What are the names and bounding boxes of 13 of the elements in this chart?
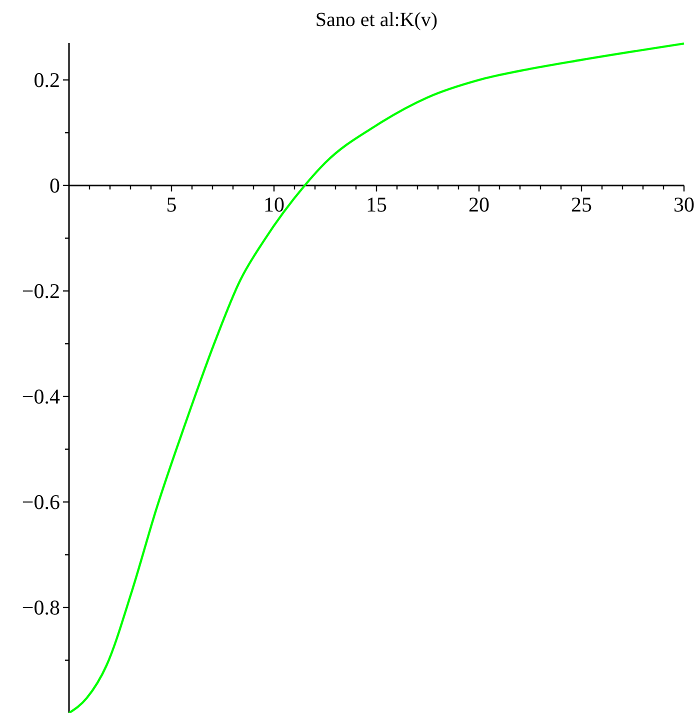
x-tick-label: 5: [166, 192, 177, 216]
y-tick-label: −0.8: [22, 595, 60, 620]
x-tick-label: 30: [674, 192, 694, 216]
y-tick-label: 0.2: [34, 68, 60, 92]
x-tick-label: 20: [468, 192, 490, 216]
y-tick-label: 0: [50, 173, 60, 198]
y-tick-label: −0.6: [22, 490, 60, 514]
y-tick-label: −0.4: [22, 384, 60, 408]
chart-title: Sano et al:K(v): [315, 9, 438, 31]
x-tick-label: 15: [366, 192, 387, 216]
x-tick-label: 25: [571, 192, 592, 216]
y-tick-label: −0.2: [22, 278, 60, 303]
x-tick-label: 10: [264, 192, 284, 216]
